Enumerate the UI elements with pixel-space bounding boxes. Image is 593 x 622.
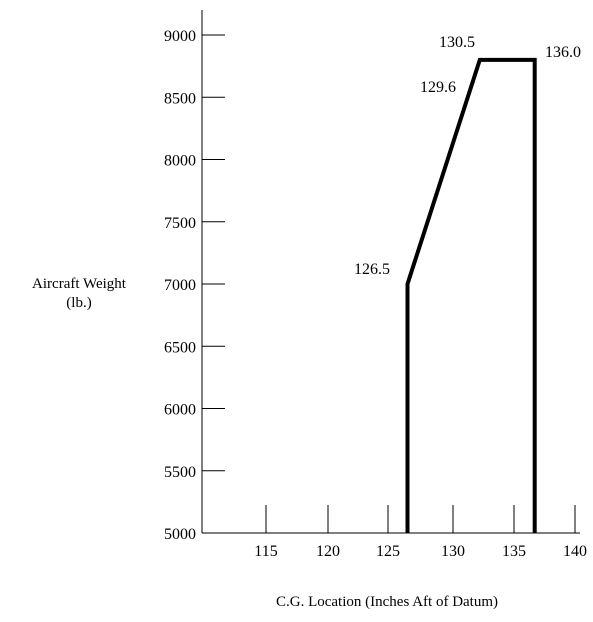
x-tick-label: 120: [316, 543, 340, 560]
x-tick-label: 130: [441, 543, 465, 560]
y-tick-label: 5000: [164, 526, 196, 543]
x-ticks: 115 120 125 130 135 140: [254, 505, 587, 560]
cg-annotation: 126.5: [354, 261, 390, 278]
x-tick-label: 115: [254, 543, 277, 560]
y-axis-title-line-2: (lb.): [66, 295, 91, 311]
y-tick-label: 8000: [164, 153, 196, 170]
y-tick-label: 9000: [164, 28, 196, 45]
cg-annotation: 130.5: [439, 34, 475, 51]
y-ticks: 9000 8500 8000 7500 7000 6500 6000 5500 5000: [164, 28, 225, 543]
envelope-line: [405, 57, 537, 533]
cg-annotation: 129.6: [420, 79, 456, 96]
y-tick-label: 6500: [164, 339, 196, 356]
y-tick-label: 7000: [164, 277, 196, 294]
y-tick-label: 7500: [164, 215, 196, 232]
y-tick-label: 8500: [164, 90, 196, 107]
x-tick-label: 135: [502, 543, 526, 560]
x-tick-label: 125: [376, 543, 400, 560]
cg-annotation: 136.0: [545, 44, 581, 61]
x-tick-label: 140: [563, 543, 587, 560]
y-tick-label: 6000: [164, 402, 196, 419]
x-axis-title: C.G. Location (Inches Aft of Datum): [276, 594, 498, 610]
y-tick-label: 5500: [164, 464, 196, 481]
series: [405, 57, 537, 533]
axes: [201, 10, 580, 534]
y-axis-title-line-1: Aircraft Weight: [32, 276, 127, 292]
annotations: 126.5 129.6 130.5 136.0: [354, 34, 581, 278]
